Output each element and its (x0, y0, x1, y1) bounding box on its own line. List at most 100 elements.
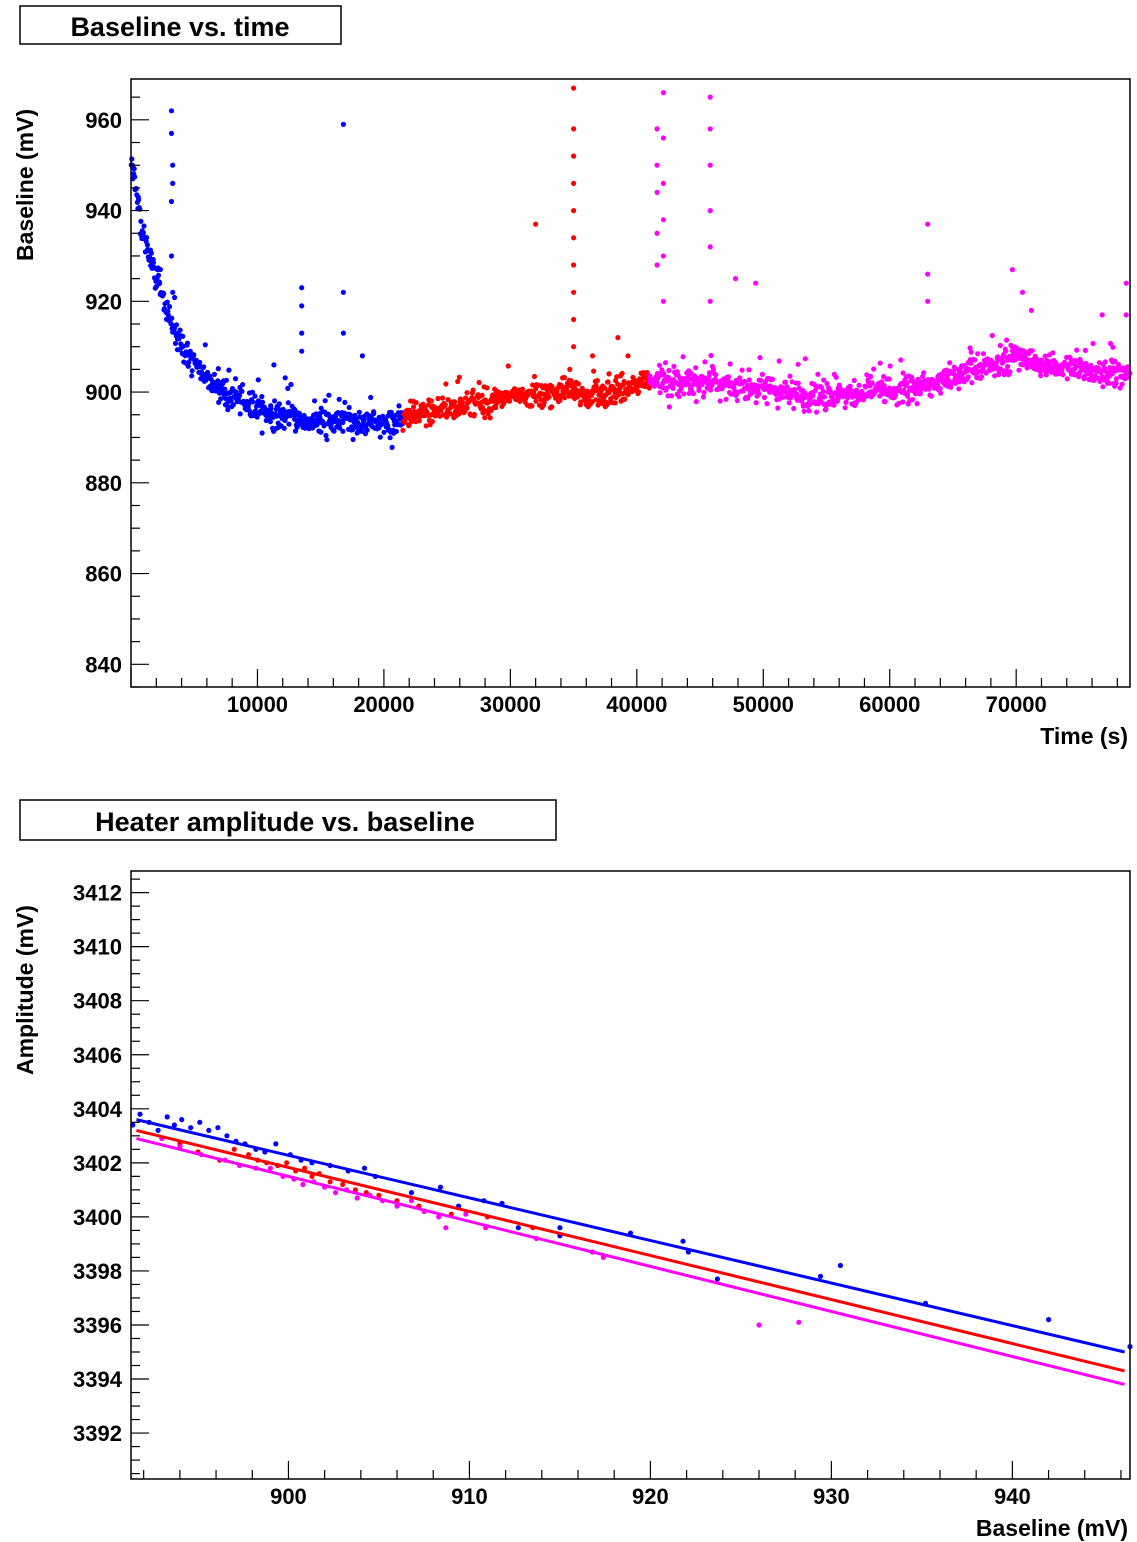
chart2-point (309, 1173, 315, 1179)
chart1-point (1028, 307, 1034, 313)
chart1-x-tick-label: 60000 (859, 692, 920, 717)
chart1-point (1112, 358, 1118, 364)
chart1-point (791, 405, 797, 412)
chart-heater-amplitude-vs-baseline: Heater amplitude vs. baseline 900 910 920 9… (12, 799, 1133, 1541)
chart1-point (619, 370, 625, 377)
chart2-point (837, 1262, 844, 1269)
chart2-x-tick-label: 900 (270, 1484, 307, 1509)
chart1-point (835, 395, 841, 401)
chart2-point (137, 1111, 143, 1117)
chart1-point (249, 389, 256, 395)
chart1-point (409, 418, 415, 424)
chart2-point (463, 1211, 469, 1217)
chart1-point (557, 397, 563, 403)
chart1-title: Baseline vs. time (70, 12, 289, 42)
chart1-point (340, 428, 346, 434)
chart1-point (810, 393, 816, 399)
chart2-x-tick-label: 910 (451, 1484, 488, 1509)
chart2-point (273, 1141, 279, 1147)
chart1-point (966, 366, 972, 372)
chart1-point (505, 363, 511, 369)
chart1-point (337, 425, 343, 431)
chart2-fit-line (136, 1128, 1125, 1373)
chart1-point (464, 405, 470, 411)
chart2-y-tick-label: 3392 (73, 1421, 122, 1446)
chart2-point (680, 1238, 686, 1244)
chart1-point (968, 349, 974, 355)
chart1-point (439, 395, 446, 401)
chart1-point (281, 425, 287, 431)
chart1-point (654, 162, 660, 168)
chart1-point (250, 399, 256, 405)
chart1-point (1059, 367, 1065, 373)
chart2-point (443, 1225, 449, 1231)
chart1-point (259, 394, 265, 400)
chart2-point (408, 1198, 415, 1204)
chart1-point (340, 289, 346, 295)
chart1-point (591, 368, 597, 374)
chart2-point (408, 1190, 415, 1196)
chart2-point (817, 1273, 824, 1279)
chart1-point (226, 367, 232, 373)
chart1-point (800, 403, 807, 409)
chart1-point (1106, 380, 1113, 386)
chart1-point (519, 386, 526, 392)
chart2-point (714, 1276, 721, 1282)
chart1-point (138, 218, 144, 224)
chart1-point (571, 262, 577, 268)
chart1-point (822, 394, 828, 400)
chart2-x-tick-label: 920 (632, 1484, 669, 1509)
chart1-point (815, 371, 821, 377)
chart1-point (761, 394, 768, 401)
chart1-point (904, 380, 910, 386)
chart1-point (571, 85, 577, 91)
chart1-point (259, 430, 265, 436)
chart1-y-tick-label: 860 (85, 562, 122, 587)
chart1-point (900, 399, 906, 405)
chart1-point (759, 371, 766, 377)
chart1-point (965, 374, 971, 380)
chart1-x-tick-label: 30000 (480, 692, 541, 717)
chart1-point (167, 304, 173, 310)
chart1-point (925, 221, 931, 227)
chart1-title-box (19, 5, 342, 45)
chart1-point (887, 363, 893, 369)
chart2-y-tick-label: 3406 (73, 1043, 122, 1068)
chart1-point (476, 379, 482, 386)
chart1-point (172, 294, 178, 301)
chart1-point (706, 373, 712, 380)
chart1-point (388, 409, 394, 415)
chart1-point (161, 291, 167, 297)
chart1-point (452, 399, 458, 405)
chart1-y-tick-label: 960 (85, 108, 122, 133)
chart1-point (656, 362, 663, 368)
chart1-point (877, 360, 883, 366)
chart1-point (935, 381, 941, 388)
chart1-point (1064, 376, 1070, 382)
chart1-point (253, 403, 260, 409)
chart2-frame (130, 870, 1131, 1480)
chart1-point (180, 333, 186, 339)
chart1-point (479, 392, 485, 398)
chart1-point (141, 223, 147, 229)
chart2-point (1046, 1317, 1052, 1323)
chart1-point (863, 384, 869, 390)
chart1-point (285, 385, 291, 391)
chart1-point (707, 126, 713, 132)
chart1-point (381, 429, 387, 435)
chart1-point (237, 411, 243, 417)
chart1-x-tick-label: 70000 (986, 692, 1047, 717)
chart1-point (481, 407, 487, 414)
chart1-point (900, 370, 906, 376)
chart1-point (1107, 365, 1113, 371)
chart1-point (776, 358, 782, 364)
chart1-point (937, 385, 943, 392)
chart1-point (680, 354, 686, 360)
chart1-point (590, 353, 596, 359)
chart1-point (411, 404, 417, 410)
chart1-y-tick-label: 940 (85, 199, 122, 224)
chart1-point (299, 303, 305, 309)
chart1-point (717, 398, 723, 404)
chart1-point (997, 342, 1003, 349)
chart2-point (284, 1160, 290, 1166)
